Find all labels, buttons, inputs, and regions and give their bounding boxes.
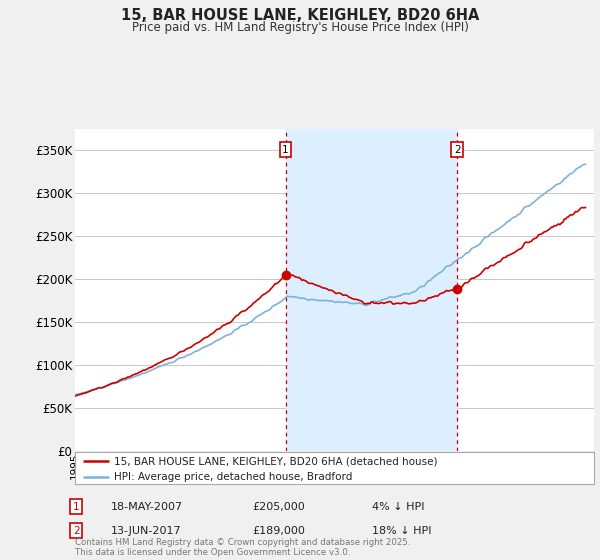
Text: 1: 1 (73, 502, 80, 512)
Text: Contains HM Land Registry data © Crown copyright and database right 2025.
This d: Contains HM Land Registry data © Crown c… (75, 538, 410, 557)
Text: 13-JUN-2017: 13-JUN-2017 (111, 526, 182, 536)
Text: 18% ↓ HPI: 18% ↓ HPI (372, 526, 431, 536)
Text: 15, BAR HOUSE LANE, KEIGHLEY, BD20 6HA: 15, BAR HOUSE LANE, KEIGHLEY, BD20 6HA (121, 8, 479, 24)
Text: £205,000: £205,000 (252, 502, 305, 512)
Text: Price paid vs. HM Land Registry's House Price Index (HPI): Price paid vs. HM Land Registry's House … (131, 21, 469, 34)
Text: HPI: Average price, detached house, Bradford: HPI: Average price, detached house, Brad… (114, 472, 352, 482)
Text: 18-MAY-2007: 18-MAY-2007 (111, 502, 183, 512)
Text: 4% ↓ HPI: 4% ↓ HPI (372, 502, 425, 512)
Text: £189,000: £189,000 (252, 526, 305, 536)
Text: 15, BAR HOUSE LANE, KEIGHLEY, BD20 6HA (detached house): 15, BAR HOUSE LANE, KEIGHLEY, BD20 6HA (… (114, 456, 437, 466)
Text: 2: 2 (73, 526, 80, 536)
Bar (286, 129, 457, 451)
Text: 1: 1 (282, 144, 289, 155)
Text: 2: 2 (454, 144, 460, 155)
